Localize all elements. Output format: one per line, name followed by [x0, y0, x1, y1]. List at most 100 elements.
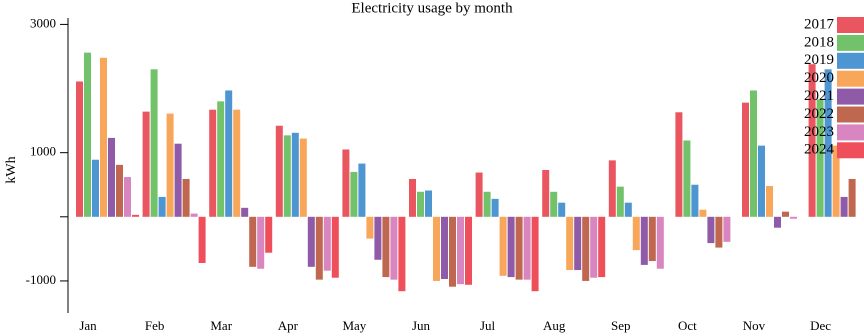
bar	[124, 177, 131, 217]
bar	[582, 216, 590, 281]
bar	[832, 145, 840, 217]
bar	[648, 216, 656, 262]
legend-label: 2017	[804, 16, 835, 32]
bar	[108, 137, 115, 217]
bar	[299, 138, 307, 217]
bar	[707, 216, 715, 244]
bar	[656, 216, 664, 269]
bar	[209, 109, 217, 217]
bar	[84, 52, 91, 217]
bar	[808, 64, 816, 217]
legend-label: 2020	[804, 70, 834, 86]
x-tick-label: Jun	[412, 318, 431, 333]
bar	[632, 216, 640, 251]
bar	[291, 132, 299, 217]
bar	[590, 216, 598, 278]
bar	[774, 216, 781, 228]
bar	[409, 178, 416, 217]
bar	[433, 216, 440, 281]
bar	[550, 191, 558, 217]
x-tick-label: Oct	[678, 318, 697, 333]
x-tick-label: Apr	[278, 318, 299, 333]
bar	[608, 160, 616, 217]
legend-label: 2018	[804, 34, 834, 50]
bar	[217, 101, 225, 217]
bar	[241, 207, 249, 217]
bar	[848, 178, 856, 217]
legend-swatch	[837, 106, 864, 123]
legend-swatch	[837, 52, 864, 69]
bar	[265, 216, 273, 253]
bar	[507, 216, 515, 278]
bar	[166, 113, 174, 217]
bar	[100, 57, 107, 217]
bar	[558, 202, 566, 217]
bar	[233, 109, 241, 217]
bar	[840, 196, 848, 217]
legend-swatch	[837, 34, 864, 51]
bar	[76, 81, 83, 217]
bar	[315, 216, 323, 280]
bar	[624, 202, 632, 217]
legend-swatch	[837, 142, 864, 159]
bar	[350, 171, 358, 217]
bar	[198, 216, 206, 263]
bar	[475, 172, 483, 217]
bar	[331, 216, 339, 278]
legend-label: 2019	[804, 52, 834, 68]
bar	[790, 216, 797, 219]
bar	[323, 216, 331, 271]
bar	[257, 216, 265, 269]
bar	[116, 164, 123, 217]
bar	[515, 216, 523, 280]
bar	[598, 216, 606, 278]
bar	[225, 90, 233, 217]
bar	[390, 216, 398, 280]
y-tick-label: -1000	[26, 272, 56, 287]
bar	[417, 191, 424, 217]
bar	[542, 169, 550, 217]
bar	[425, 190, 432, 217]
x-tick-label: Dec	[810, 318, 831, 333]
legend-swatch	[837, 70, 864, 87]
legend-label: 2022	[804, 106, 834, 122]
x-tick-label: Mar	[210, 318, 232, 333]
bar	[249, 216, 257, 267]
bar	[190, 213, 198, 217]
bar	[566, 216, 574, 271]
bar	[758, 145, 765, 217]
bar	[824, 69, 832, 217]
legend-swatch	[837, 124, 864, 141]
bar	[483, 191, 491, 217]
legend-swatch	[837, 17, 864, 33]
bar	[374, 216, 382, 260]
x-tick-label: Feb	[145, 318, 165, 333]
chart-title: Electricity usage by month	[351, 0, 513, 16]
x-tick-label: Nov	[743, 318, 766, 333]
bar	[675, 112, 683, 217]
bar	[766, 186, 773, 217]
bar	[465, 216, 472, 285]
x-tick-label: Aug	[543, 318, 566, 333]
bar	[342, 149, 350, 217]
y-tick-label: 3000	[30, 15, 56, 30]
bar	[358, 163, 366, 217]
bar	[531, 216, 539, 292]
bar	[691, 184, 699, 217]
bar	[307, 216, 315, 267]
bar	[92, 159, 99, 217]
bar	[640, 216, 648, 265]
bar	[742, 102, 749, 217]
bar	[723, 216, 731, 242]
legend-swatch	[837, 88, 864, 105]
bar	[366, 216, 374, 239]
bar	[441, 216, 448, 280]
y-tick-label: 1000	[30, 144, 56, 159]
bar	[683, 140, 691, 217]
bar	[699, 209, 707, 217]
bar	[457, 216, 464, 285]
bar	[142, 111, 150, 217]
bar	[715, 216, 723, 248]
bar	[782, 211, 789, 217]
